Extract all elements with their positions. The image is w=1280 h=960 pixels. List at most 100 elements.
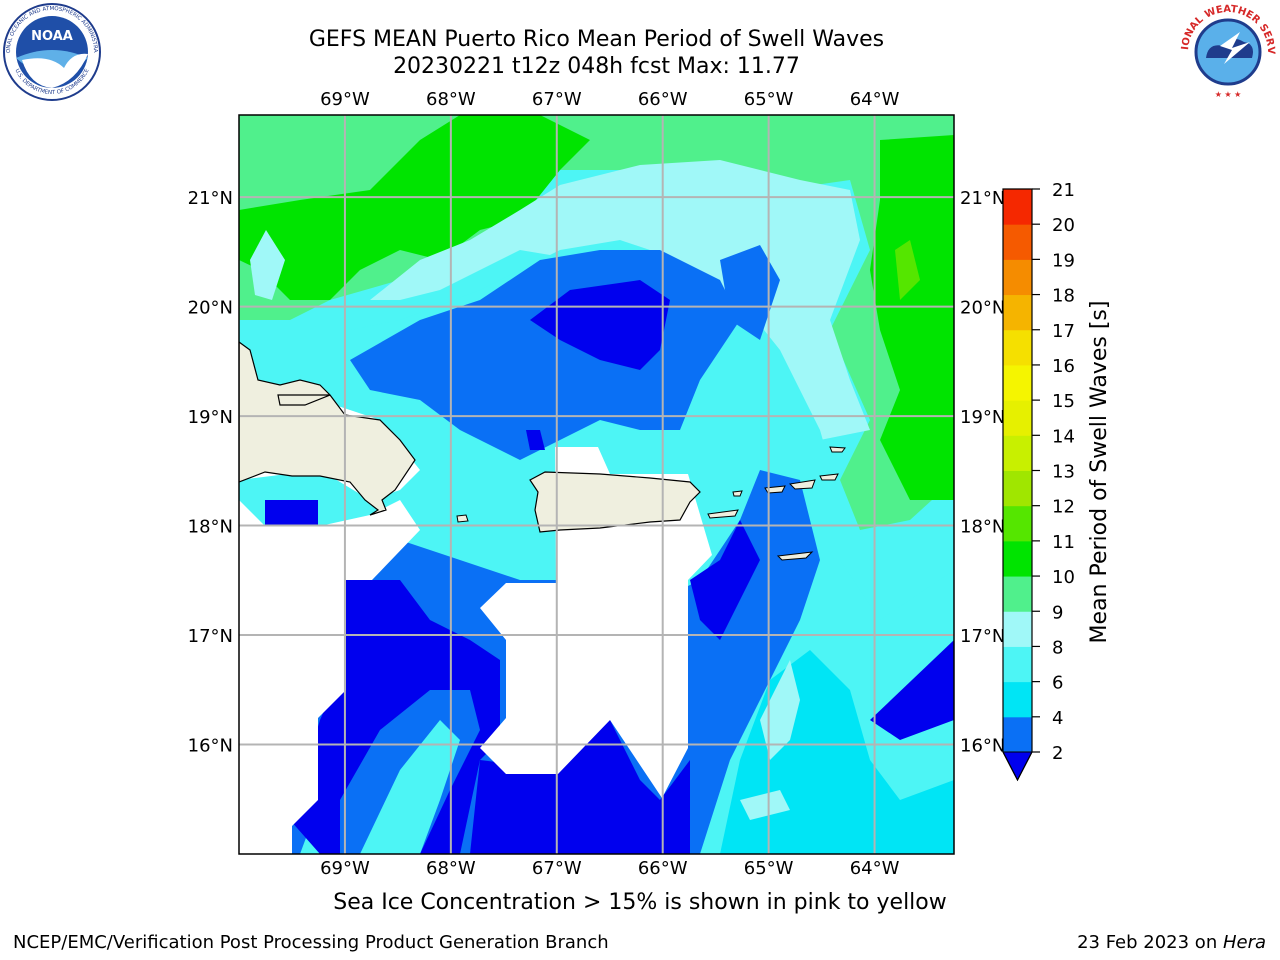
lat-label-left: 19°N — [188, 407, 233, 428]
colorbar-tick-label: 13 — [1052, 462, 1075, 483]
lat-label-left: 16°N — [188, 736, 233, 757]
lon-label-bottom: 69°W — [320, 858, 370, 879]
land-puerto-rico — [529, 471, 701, 533]
noaa-logo-icon: NOAA NATIONAL OCEANIC AND ATMOSPHERIC AD… — [2, 2, 101, 101]
contour-4-6-east — [720, 245, 780, 340]
footer-host: Hera — [1222, 932, 1266, 953]
colorbar-tick-label: 18 — [1052, 286, 1075, 307]
lon-label-top: 65°W — [744, 89, 794, 110]
colorbar-tick-label: 8 — [1052, 637, 1063, 658]
lon-label-bottom: 64°W — [850, 858, 900, 879]
lat-label-left: 20°N — [188, 298, 233, 319]
colorbar-bin — [1003, 505, 1032, 542]
contour-8-9-southeast — [740, 660, 800, 820]
lon-label-top: 64°W — [850, 89, 900, 110]
lon-label-top: 68°W — [426, 89, 476, 110]
colorbar-bin — [1003, 435, 1032, 471]
colorbar-bin — [1003, 329, 1032, 366]
colorbar-bin — [1003, 364, 1032, 401]
colorbar-under-triangle — [1002, 751, 1033, 782]
colorbar-tick-label: 16 — [1052, 356, 1075, 377]
colorbar-bin — [1003, 470, 1032, 507]
colorbar-tick-label: 15 — [1052, 391, 1075, 412]
colorbar-tick-label: 11 — [1052, 532, 1075, 553]
contour-10-11-east — [870, 135, 954, 500]
lon-label-top: 66°W — [638, 89, 688, 110]
colorbar-label: Mean Period of Swell Waves [s] — [1087, 301, 1112, 644]
contour-2-4-southeast — [870, 640, 954, 740]
lat-label-right: 20°N — [960, 298, 1005, 319]
svg-text:NOAA: NOAA — [31, 29, 73, 44]
colorbar-bin — [1003, 716, 1032, 753]
contour-2-4-core — [530, 280, 670, 370]
colorbar-bin — [1003, 189, 1032, 225]
colorbar-bin — [1003, 611, 1032, 647]
colorbar-tick-label: 6 — [1052, 673, 1063, 694]
chart-subtitle: 20230221 t12z 048h fcst Max: 11.77 — [393, 54, 800, 79]
colorbar: 2 4 6 8 9 10 11 12 13 14 15 16 17 18 19 20 21 — [1002, 180, 1075, 782]
map-frame — [238, 114, 955, 855]
colorbar-outline — [1002, 188, 1033, 782]
colorbar-bin — [1003, 259, 1032, 296]
nws-logo-icon: NATIONAL WEATHER SERVICE ★ ★ ★ — [1178, 2, 1276, 99]
contour-2-4-west — [265, 500, 318, 526]
masked-region-west — [239, 380, 420, 854]
lon-label-bottom: 68°W — [426, 858, 476, 879]
land-mona-island — [456, 514, 469, 523]
colorbar-bin — [1003, 400, 1032, 436]
lat-label-left: 21°N — [188, 188, 233, 209]
lon-label-bottom: 65°W — [744, 858, 794, 879]
colorbar-tick-label: 10 — [1052, 567, 1075, 588]
lat-label-right: 16°N — [960, 736, 1005, 757]
colorbar-tick-label: 14 — [1052, 426, 1075, 447]
colorbar-bin — [1003, 294, 1032, 331]
footer-date-text: 23 Feb 2023 on — [1077, 932, 1223, 953]
contour-2-4-north-strip — [526, 430, 545, 450]
lon-label-bottom: 67°W — [532, 858, 582, 879]
contour-2-4-south-center — [470, 720, 690, 854]
contour-8-9-swath — [370, 160, 870, 440]
longitude-labels: 69°W 69°W 68°W 68°W 67°W 67°W 66°W 66°W 65°W 65°W… — [320, 89, 900, 879]
colorbar-bin — [1003, 540, 1032, 577]
lat-label-right: 21°N — [960, 188, 1005, 209]
colorbar-tick-label: 21 — [1052, 180, 1075, 201]
colorbar-tick-label: 4 — [1052, 708, 1063, 729]
lon-label-top: 67°W — [532, 89, 582, 110]
svg-text:★ ★ ★: ★ ★ ★ — [1215, 90, 1242, 99]
lat-label-left: 18°N — [188, 517, 233, 538]
land-virgin-islands — [764, 446, 846, 561]
chart-title: GEFS MEAN Puerto Rico Mean Period of Swe… — [308, 27, 885, 52]
colorbar-tick-label: 2 — [1052, 743, 1063, 764]
sea-ice-note: Sea Ice Concentration > 15% is shown in … — [333, 890, 947, 915]
contour-11-12-east — [895, 240, 920, 300]
map-gridlines — [239, 115, 954, 854]
contour-10-11-north — [239, 115, 590, 300]
colorbar-tick-label: 12 — [1052, 497, 1075, 518]
land-culebra — [732, 490, 743, 497]
colorbar-tick-label: 17 — [1052, 321, 1075, 342]
swell-period-field — [239, 115, 954, 854]
contour-8-9-northwest — [250, 230, 285, 300]
colorbar-bin — [1003, 576, 1032, 612]
colorbar-bin — [1003, 646, 1032, 683]
lat-label-right: 19°N — [960, 407, 1005, 428]
footer-date: 23 Feb 2023 on Hera — [1077, 932, 1266, 953]
lon-label-bottom: 66°W — [638, 858, 688, 879]
colorbar-tick-label: 19 — [1052, 250, 1075, 271]
lon-label-top: 69°W — [320, 89, 370, 110]
masked-region-central — [480, 447, 712, 798]
lat-label-right: 17°N — [960, 626, 1005, 647]
colorbar-bin — [1003, 681, 1032, 718]
latitude-labels: 16°N 16°N 17°N 17°N 18°N 18°N 19°N 19°N 20°N 20°N… — [188, 188, 1006, 756]
footer-branch: NCEP/EMC/Verification Post Processing Pr… — [13, 932, 609, 953]
colorbar-bin — [1003, 224, 1032, 260]
land-vieques — [707, 509, 739, 519]
contour-2-4-east-channel — [690, 520, 760, 640]
contour-6-8-inner — [360, 720, 460, 854]
lat-label-right: 18°N — [960, 517, 1005, 538]
colorbar-tick-label: 20 — [1052, 215, 1075, 236]
lat-label-left: 17°N — [188, 626, 233, 647]
land-hispaniola — [239, 341, 416, 516]
colorbar-tick-label: 9 — [1052, 602, 1063, 623]
